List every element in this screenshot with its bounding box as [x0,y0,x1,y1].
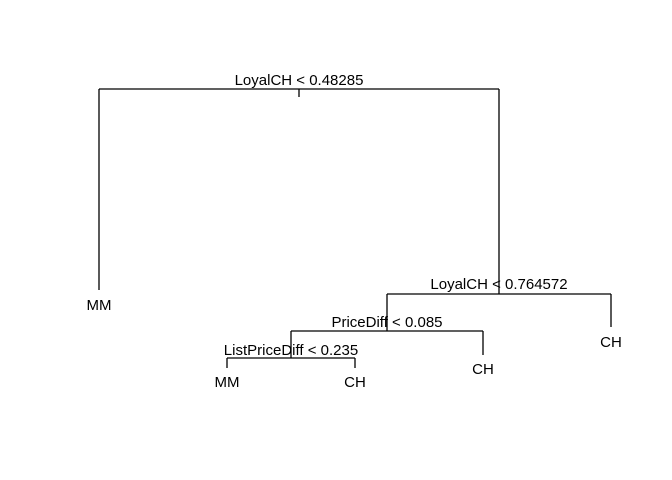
leaf-label-ch: CH [472,361,494,378]
split-node-loyalch-2: LoyalCH < 0.764572 [386,276,612,331]
split-node-listpricediff: ListPriceDiff < 0.235 [224,342,358,368]
split-label-listpricediff: ListPriceDiff < 0.235 [224,342,358,359]
leaf-label-ch: CH [600,334,622,351]
leaf-label-ch: CH [344,374,366,391]
split-label-pricediff: PriceDiff < 0.085 [331,314,442,331]
leaf-label-mm: MM [87,297,112,314]
leaf-label-mm: MM [215,374,240,391]
split-label-root: LoyalCH < 0.48285 [235,72,364,89]
split-node-pricediff: PriceDiff < 0.085 [290,314,484,358]
split-node-root: LoyalCH < 0.48285 [98,72,500,294]
split-label-loyalch-2: LoyalCH < 0.764572 [430,276,567,293]
